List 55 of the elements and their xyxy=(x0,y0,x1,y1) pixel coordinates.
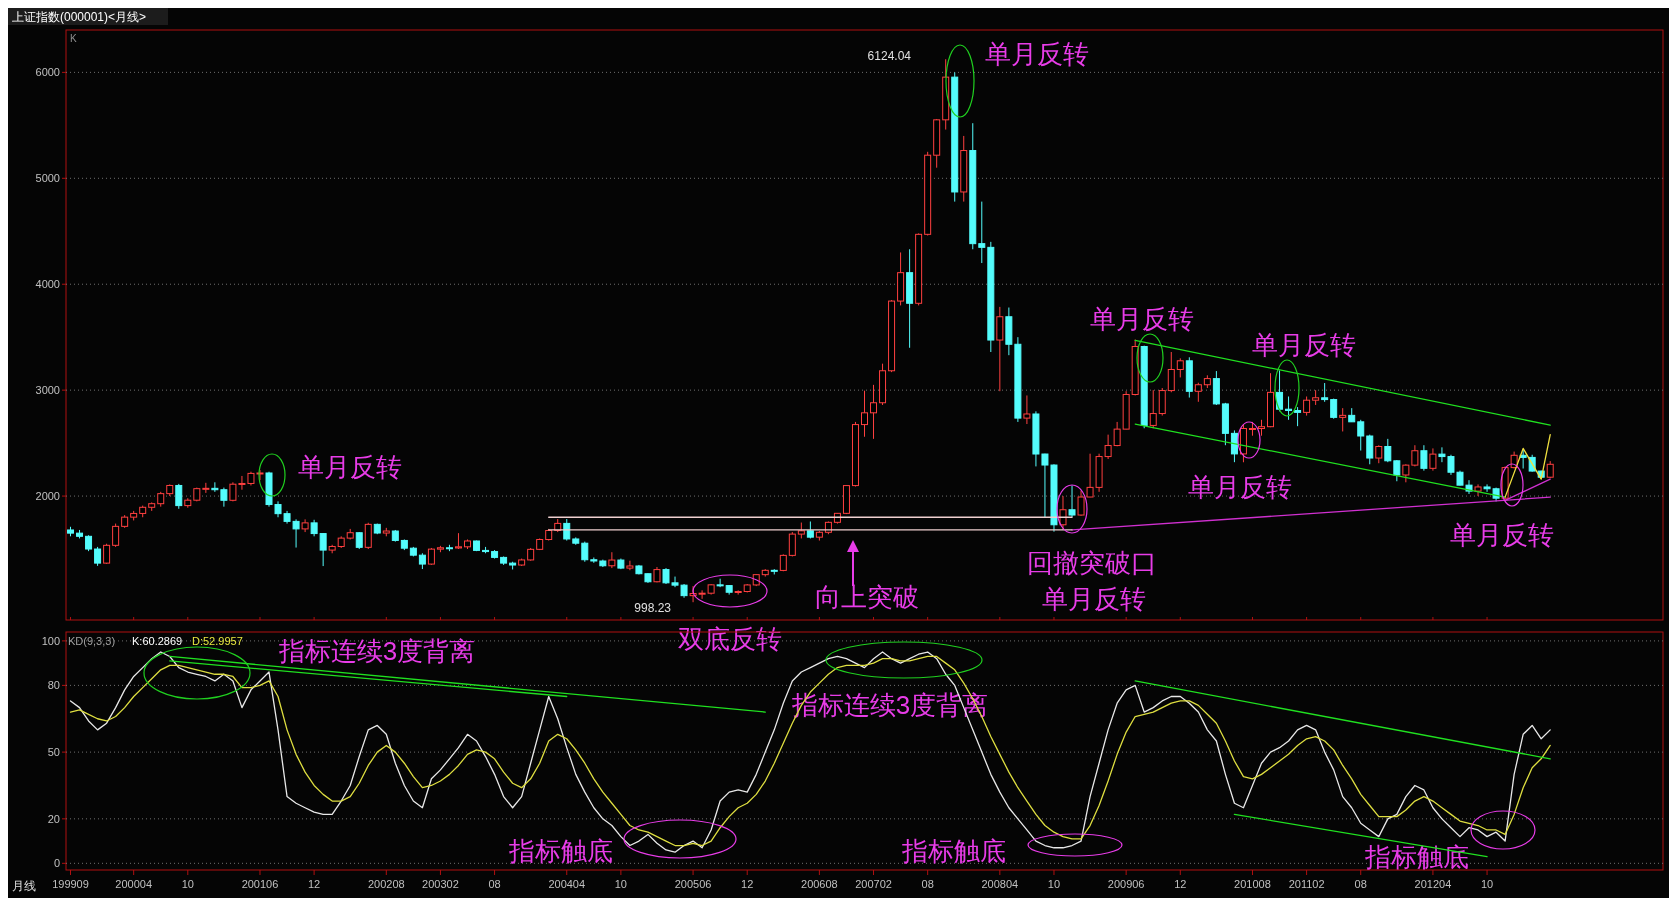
x-tick-label: 10 xyxy=(181,878,194,890)
annotation: 6124.04 xyxy=(867,49,912,63)
x-tick-label: 201204 xyxy=(1414,878,1452,890)
x-tick-label: 08 xyxy=(921,878,934,890)
annotation: 指标触底 xyxy=(508,836,613,866)
annotation: 双底反转 xyxy=(678,624,782,654)
x-tick-label: 200004 xyxy=(115,878,153,890)
x-tick-label: 201008 xyxy=(1234,878,1271,890)
annotation: 998.23 xyxy=(634,601,672,615)
y-tick-label: 0 xyxy=(53,857,60,870)
x-tick-label: 200106 xyxy=(241,878,279,890)
annotation: KD(9,3,3) xyxy=(68,635,116,647)
annotation: K xyxy=(70,33,77,44)
annotation: 单月反转 xyxy=(1090,304,1194,334)
annotation: 单月反转 xyxy=(1188,472,1292,502)
y-tick-label: 50 xyxy=(47,746,60,759)
x-tick-label: 12 xyxy=(308,878,321,890)
x-tick-label: 200804 xyxy=(981,878,1019,890)
x-tick-label: 08 xyxy=(488,878,501,890)
y-tick-label: 2000 xyxy=(35,490,60,503)
chart-title: 上证指数(000001)<月线> xyxy=(12,10,147,24)
x-tick-label: 200208 xyxy=(367,878,405,890)
x-tick-label: 200506 xyxy=(674,878,712,890)
annotation: 单月反转 xyxy=(985,39,1089,69)
x-tick-label: 10 xyxy=(1047,878,1061,890)
x-tick-label: 200302 xyxy=(422,878,459,890)
x-tick-label: 12 xyxy=(1174,878,1187,890)
x-tick-label: 199909 xyxy=(52,878,89,890)
y-tick-label: 6000 xyxy=(35,66,60,79)
text: 月线 xyxy=(12,879,36,893)
y-tick-label: 80 xyxy=(47,679,60,692)
x-tick-label: 200608 xyxy=(801,878,838,890)
x-tick-label: 08 xyxy=(1354,878,1367,890)
annotation: 单月反转 xyxy=(1252,330,1356,360)
x-tick-label: 201102 xyxy=(1288,878,1325,890)
x-tick-label: 10 xyxy=(1480,878,1494,890)
annotation: 单月反转 xyxy=(1450,520,1554,550)
x-tick-label: 10 xyxy=(614,878,628,890)
annotation: 指标连续3度背离 xyxy=(277,636,476,666)
annotation: 单月反转 xyxy=(1042,584,1146,614)
annotation: 单月反转 xyxy=(298,452,402,482)
annotation: 向上突破 xyxy=(815,582,919,612)
x-tick-label: 12 xyxy=(741,878,754,890)
annotation: K:60.2869 xyxy=(132,635,183,647)
annotation: 回撤突破口 xyxy=(1027,548,1157,578)
y-tick-label: 5000 xyxy=(35,172,60,185)
annotation: D:52.9957 xyxy=(192,635,243,647)
y-tick-label: 3000 xyxy=(35,384,60,397)
y-tick-label: 20 xyxy=(47,812,60,825)
x-tick-label: 200404 xyxy=(548,878,586,890)
y-tick-label: 100 xyxy=(41,634,60,647)
annotation: 指标触底 xyxy=(901,836,1006,866)
x-tick-label: 200906 xyxy=(1107,878,1145,890)
x-tick-label: 200702 xyxy=(855,878,892,890)
y-tick-label: 4000 xyxy=(35,278,60,291)
